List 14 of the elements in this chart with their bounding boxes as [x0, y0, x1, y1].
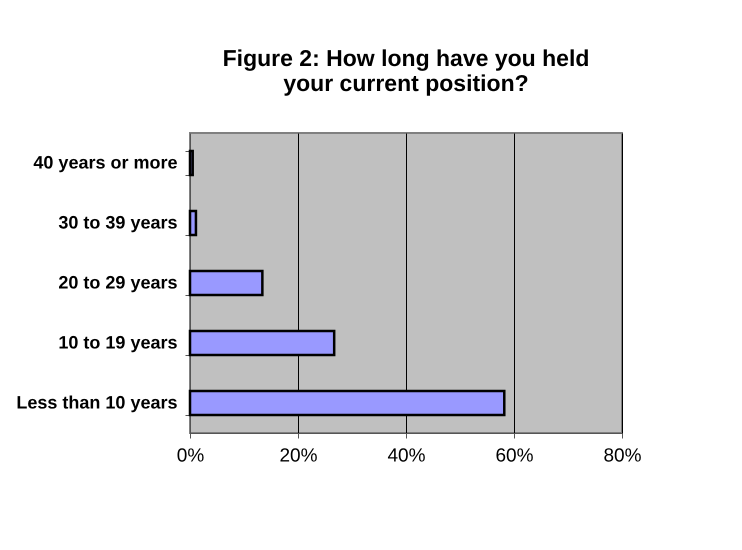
chart-title: Figure 2: How long have you held your current position? [222, 45, 590, 96]
x-tick-label: 40% [387, 446, 426, 466]
x-tick-label: 80% [603, 446, 642, 466]
y-tick-label: 30 to 39 years [58, 212, 178, 232]
x-tick-label: 20% [279, 446, 318, 466]
y-tick-label: 40 years or more [33, 152, 178, 172]
x-tick-label: 0% [176, 446, 204, 466]
bar [188, 210, 198, 236]
bar [188, 150, 194, 176]
bar [188, 270, 264, 296]
y-tick-label: Less than 10 years [16, 392, 178, 412]
x-tick-label: 60% [495, 446, 534, 466]
y-tick-label: 20 to 29 years [58, 272, 178, 292]
y-tick-label: 10 to 19 years [58, 332, 178, 352]
